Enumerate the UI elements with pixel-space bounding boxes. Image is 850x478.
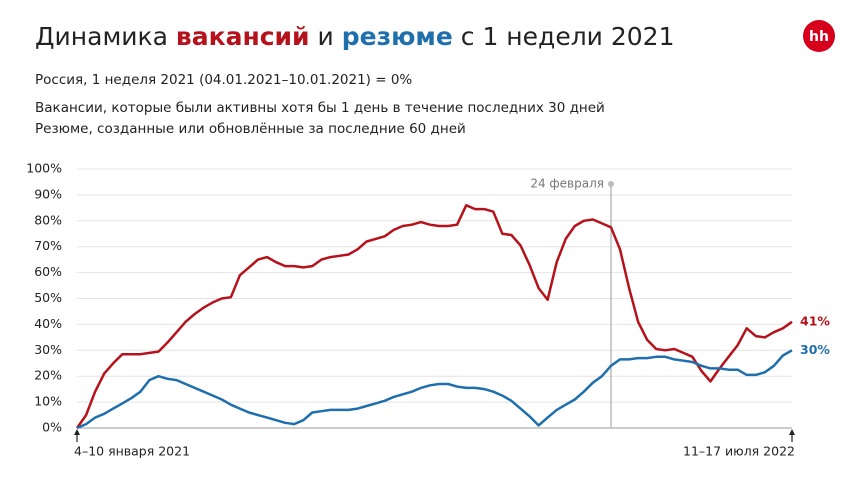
y-tick-label: 0%: [42, 420, 62, 435]
y-tick-label: 90%: [34, 186, 62, 201]
value-label: 30%: [800, 342, 830, 357]
y-tick-label: 60%: [34, 264, 62, 279]
chart-title: Динамика вакансий и резюме с 1 недели 20…: [35, 22, 675, 51]
note: Резюме, созданные или обновлённые за пос…: [35, 121, 466, 137]
logo: hh: [809, 29, 829, 45]
x-tick-arrow: [74, 429, 80, 435]
logo-circle: [803, 20, 835, 52]
x-tick-label: 11–17 июля 2022: [683, 444, 795, 459]
title-part: вакансий: [176, 22, 310, 51]
y-tick-label: 80%: [34, 212, 62, 227]
y-tick-label: 30%: [34, 342, 62, 357]
line: [75, 204, 793, 429]
title-part: и: [310, 22, 342, 51]
y-tick-label: 100%: [26, 161, 62, 176]
y-tick-label: 20%: [34, 368, 62, 383]
value-label: 41%: [800, 313, 830, 328]
subtitle: Россия, 1 неделя 2021 (04.01.2021–10.01.…: [35, 72, 412, 88]
y-tick-label: 40%: [34, 316, 62, 331]
note: Вакансии, которые были активны хотя бы 1…: [35, 100, 605, 116]
x-tick-label: 4–10 января 2021: [74, 444, 190, 459]
y-tick-label: 50%: [34, 290, 62, 305]
y-tick-label: 10%: [34, 394, 62, 409]
x-tick-arrow: [789, 429, 795, 435]
title-part: Динамика: [35, 22, 176, 51]
line: [76, 349, 793, 430]
annotation-dot: [607, 181, 614, 187]
title-part: резюме: [342, 22, 453, 51]
y-tick-label: 70%: [34, 238, 62, 253]
annotation-label: 24 февраля: [530, 177, 604, 191]
title-part: с 1 недели 2021: [453, 22, 675, 51]
